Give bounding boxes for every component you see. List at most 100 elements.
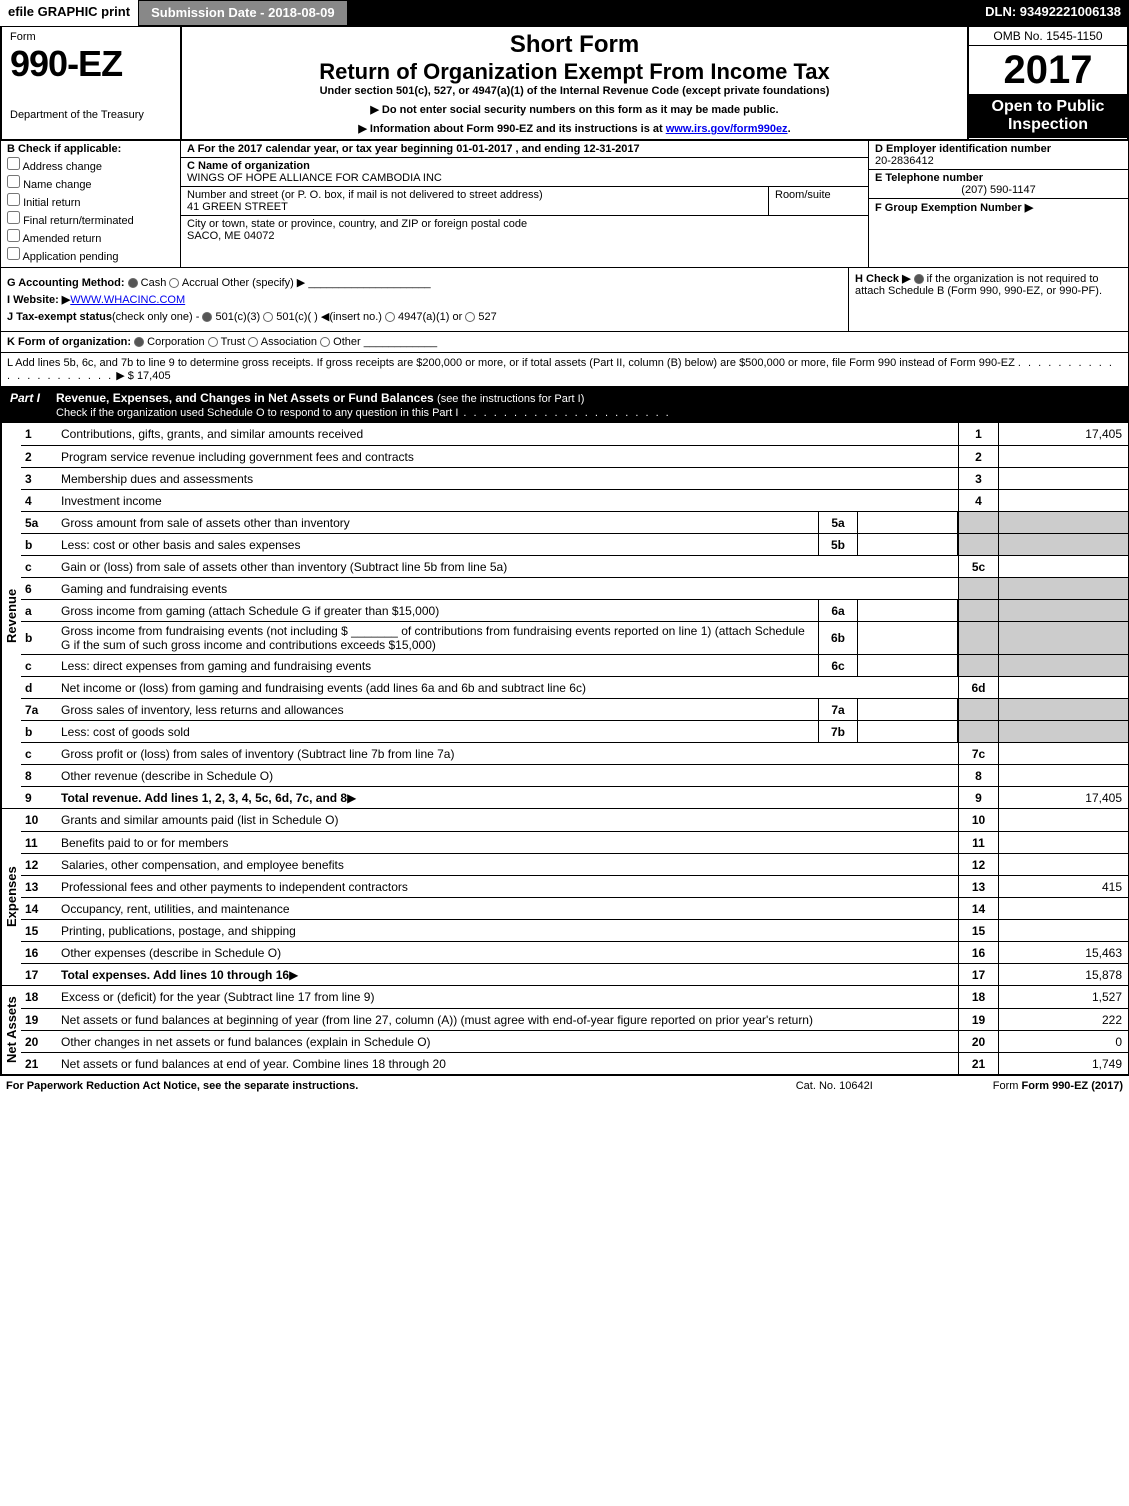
cb-address-change[interactable]: Address change bbox=[7, 157, 174, 173]
right-num: 1 bbox=[958, 423, 998, 445]
line-5a: 5aGross amount from sale of assets other… bbox=[21, 511, 1128, 533]
cb-application-pending[interactable]: Application pending bbox=[7, 247, 174, 263]
line-num: 20 bbox=[21, 1031, 57, 1052]
line-num: 5a bbox=[21, 512, 57, 533]
right-num: 19 bbox=[958, 1009, 998, 1030]
line-9: 9Total revenue. Add lines 1, 2, 3, 4, 5c… bbox=[21, 786, 1128, 808]
line-num: 10 bbox=[21, 809, 57, 831]
top-bar: efile GRAPHIC print Submission Date - 20… bbox=[0, 0, 1129, 26]
irs-link[interactable]: www.irs.gov/form990ez bbox=[666, 123, 788, 135]
line-num: 21 bbox=[21, 1053, 57, 1074]
line-l: L Add lines 5b, 6c, and 7b to line 9 to … bbox=[0, 353, 1129, 387]
return-title: Return of Organization Exempt From Incom… bbox=[190, 59, 959, 85]
right-num: 7c bbox=[958, 743, 998, 764]
right-val bbox=[998, 556, 1128, 577]
radio-4947-icon[interactable] bbox=[385, 312, 395, 322]
ein: 20-2836412 bbox=[875, 155, 1122, 167]
phone: (207) 590-1147 bbox=[875, 184, 1122, 196]
website-link[interactable]: WWW.WHACINC.COM bbox=[70, 294, 185, 306]
line-text: Total expenses. Add lines 10 through 16 … bbox=[57, 964, 958, 985]
radio-accrual-icon[interactable] bbox=[169, 278, 179, 288]
radio-other-icon[interactable] bbox=[320, 337, 330, 347]
radio-cash-icon[interactable] bbox=[128, 278, 138, 288]
line-text: Gross income from gaming (attach Schedul… bbox=[57, 600, 818, 621]
line-10: 10Grants and similar amounts paid (list … bbox=[21, 809, 1128, 831]
radio-assoc-icon[interactable] bbox=[248, 337, 258, 347]
line-num: a bbox=[21, 600, 57, 621]
right-val bbox=[998, 677, 1128, 698]
line-num: 12 bbox=[21, 854, 57, 875]
line-17: 17Total expenses. Add lines 10 through 1… bbox=[21, 963, 1128, 985]
radio-527-icon[interactable] bbox=[465, 312, 475, 322]
line-text: Gaming and fundraising events bbox=[57, 578, 958, 599]
efile-label[interactable]: efile GRAPHIC print bbox=[0, 0, 138, 26]
right-val bbox=[998, 622, 1128, 654]
right-val: 415 bbox=[998, 876, 1128, 897]
line-b: bLess: cost or other basis and sales exp… bbox=[21, 533, 1128, 555]
right-num: 20 bbox=[958, 1031, 998, 1052]
line-b: bLess: cost of goods sold7b bbox=[21, 720, 1128, 742]
line-19: 19Net assets or fund balances at beginni… bbox=[21, 1008, 1128, 1030]
right-val bbox=[998, 898, 1128, 919]
line-c: cGain or (loss) from sale of assets othe… bbox=[21, 555, 1128, 577]
line-num: 11 bbox=[21, 832, 57, 853]
cb-amended-return[interactable]: Amended return bbox=[7, 229, 174, 245]
form-header: Form 990-EZ Department of the Treasury S… bbox=[0, 26, 1129, 141]
line-12: 12Salaries, other compensation, and empl… bbox=[21, 853, 1128, 875]
mid-val bbox=[858, 600, 958, 621]
g-line: G Accounting Method: Cash Accrual Other … bbox=[7, 276, 842, 289]
c-label: C Name of organization bbox=[187, 160, 862, 172]
line-text: Membership dues and assessments bbox=[57, 468, 958, 489]
radio-h-icon[interactable] bbox=[914, 274, 924, 284]
line-11: 11Benefits paid to or for members11 bbox=[21, 831, 1128, 853]
line-num: 3 bbox=[21, 468, 57, 489]
right-num bbox=[958, 534, 998, 555]
right-val bbox=[998, 655, 1128, 676]
mid-num: 5a bbox=[818, 512, 858, 533]
line-b: bGross income from fundraising events (n… bbox=[21, 621, 1128, 654]
dln: DLN: 93492221006138 bbox=[977, 0, 1129, 26]
f-label: F Group Exemption Number ▶ bbox=[875, 202, 1033, 214]
radio-501c-icon[interactable] bbox=[263, 312, 273, 322]
line-text: Gain or (loss) from sale of assets other… bbox=[57, 556, 958, 577]
right-num: 17 bbox=[958, 964, 998, 985]
right-val: 222 bbox=[998, 1009, 1128, 1030]
line-6: 6Gaming and fundraising events bbox=[21, 577, 1128, 599]
city-block: City or town, state or province, country… bbox=[181, 216, 868, 244]
cb-initial-return[interactable]: Initial return bbox=[7, 193, 174, 209]
line-text: Program service revenue including govern… bbox=[57, 446, 958, 467]
paperwork-notice: For Paperwork Reduction Act Notice, see … bbox=[6, 1080, 796, 1092]
right-val bbox=[998, 600, 1128, 621]
right-num: 18 bbox=[958, 986, 998, 1008]
netassets-side-label: Net Assets bbox=[1, 986, 21, 1074]
right-val bbox=[998, 490, 1128, 511]
radio-501c3-icon[interactable] bbox=[202, 312, 212, 322]
line-a: aGross income from gaming (attach Schedu… bbox=[21, 599, 1128, 621]
right-val: 17,405 bbox=[998, 423, 1128, 445]
line-num: 7a bbox=[21, 699, 57, 720]
under-section: Under section 501(c), 527, or 4947(a)(1)… bbox=[190, 85, 959, 97]
right-num: 10 bbox=[958, 809, 998, 831]
mid-num: 7b bbox=[818, 721, 858, 742]
instruction-2-pre: ▶ Information about Form 990-EZ and its … bbox=[358, 123, 665, 135]
line-num: 14 bbox=[21, 898, 57, 919]
line-text: Salaries, other compensation, and employ… bbox=[57, 854, 958, 875]
line-num: 16 bbox=[21, 942, 57, 963]
right-val bbox=[998, 512, 1128, 533]
line-21: 21Net assets or fund balances at end of … bbox=[21, 1052, 1128, 1074]
omb-number: OMB No. 1545-1150 bbox=[969, 27, 1127, 46]
cb-name-change[interactable]: Name change bbox=[7, 175, 174, 191]
cb-final-return[interactable]: Final return/terminated bbox=[7, 211, 174, 227]
mid-val bbox=[858, 534, 958, 555]
line-num: 17 bbox=[21, 964, 57, 985]
radio-trust-icon[interactable] bbox=[208, 337, 218, 347]
line-text: Investment income bbox=[57, 490, 958, 511]
right-val bbox=[998, 832, 1128, 853]
line-16: 16Other expenses (describe in Schedule O… bbox=[21, 941, 1128, 963]
right-num bbox=[958, 655, 998, 676]
right-num: 2 bbox=[958, 446, 998, 467]
right-num bbox=[958, 512, 998, 533]
mid-num: 6a bbox=[818, 600, 858, 621]
radio-corp-icon[interactable] bbox=[134, 337, 144, 347]
f-block: F Group Exemption Number ▶ bbox=[869, 199, 1128, 216]
